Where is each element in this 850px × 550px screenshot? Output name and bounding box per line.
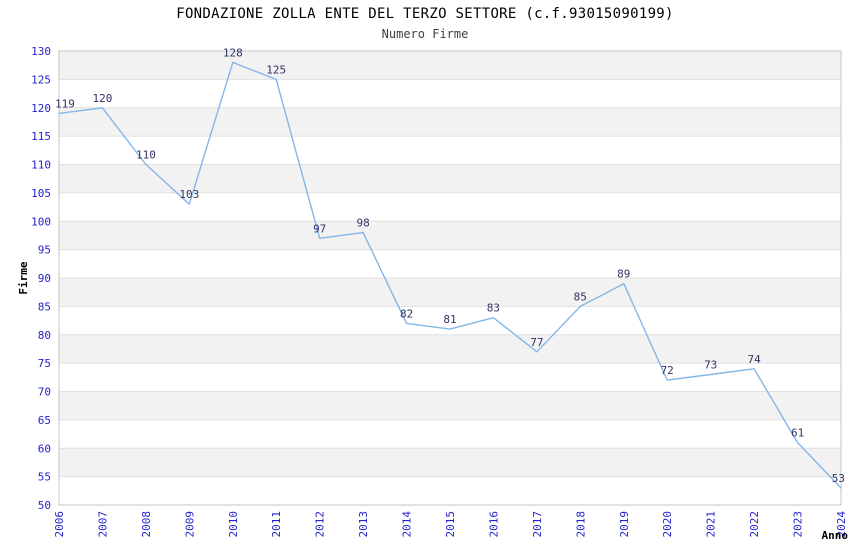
plot-bands — [59, 51, 841, 477]
y-axis-title: Firme — [17, 261, 30, 294]
y-axis-tick-label: 70 — [38, 386, 51, 399]
data-point-label: 98 — [356, 217, 369, 230]
x-axis-tick-label: 2014 — [401, 511, 414, 538]
data-point-label: 82 — [400, 307, 413, 320]
data-labels-group: 119 120 110 103 128 125 97 98 82 81 83 77 85 89 72 73 74… — [55, 46, 845, 485]
x-axis-tick-label: 2019 — [618, 511, 631, 538]
x-axis-tick-label: 2016 — [487, 511, 500, 537]
y-axis-tick-label: 80 — [38, 329, 51, 342]
data-point-label: 72 — [661, 364, 674, 377]
x-axis-tick-label: 2010 — [227, 511, 240, 538]
y-axis-tick-label: 60 — [38, 442, 51, 455]
y-axis-tick-label: 120 — [31, 102, 51, 115]
y-axis-tick-label: 90 — [38, 272, 51, 285]
x-axis-title: Anno — [822, 529, 849, 542]
chart-title: FONDAZIONE ZOLLA ENTE DEL TERZO SETTORE … — [176, 6, 674, 22]
y-axis-tick-label: 55 — [38, 471, 51, 484]
y-axis-tick-label: 50 — [38, 499, 51, 512]
data-point-label: 83 — [487, 302, 500, 315]
x-axis-tick-label: 2021 — [705, 511, 718, 538]
data-point-label: 119 — [55, 97, 75, 110]
x-axis-tick-label: 2011 — [270, 511, 283, 538]
x-axis-tick-label: 2008 — [140, 511, 153, 538]
y-axis-tick-label: 85 — [38, 300, 51, 313]
x-axis-tick-label: 2020 — [661, 511, 674, 538]
data-point-label: 89 — [617, 268, 630, 281]
y-axis-tick-labels: 50 55 60 65 70 75 80 85 90 95 100 105 110 115 120 125 13… — [31, 45, 51, 512]
data-point-label: 120 — [92, 92, 112, 105]
x-axis-tick-label: 2022 — [748, 511, 761, 538]
y-axis-tick-label: 75 — [38, 357, 51, 370]
y-axis-tick-label: 110 — [31, 159, 51, 172]
x-axis-tick-label: 2009 — [183, 511, 196, 538]
plot-band — [59, 51, 841, 80]
x-axis-tick-label: 2024 — [835, 511, 848, 538]
x-axis-tick-labels: 2006 2007 2008 2009 2010 2011 2012 2013 2014 2015… — [53, 511, 848, 538]
x-axis-tick-label: 2015 — [444, 511, 457, 538]
y-axis-tick-label: 115 — [31, 130, 51, 143]
data-point-label: 53 — [832, 472, 845, 485]
y-axis-tick-label: 130 — [31, 45, 51, 58]
series-line — [58, 61, 842, 489]
x-axis-tick-label: 2013 — [357, 511, 370, 538]
y-axis-tick-label: 105 — [31, 187, 51, 200]
plot-border — [58, 50, 842, 506]
plot-band — [59, 334, 841, 364]
data-point-label: 73 — [704, 359, 717, 372]
plot-band — [59, 164, 841, 193]
y-axis-tick-label: 65 — [38, 414, 51, 427]
x-axis-tick-label: 2006 — [53, 511, 66, 538]
x-axis-tick-label: 2017 — [531, 511, 544, 538]
plot-band — [59, 448, 841, 477]
data-point-label: 110 — [136, 149, 156, 162]
chart-subtitle: Numero Firme — [381, 27, 469, 41]
data-point-label: 103 — [179, 188, 199, 201]
data-point-label: 61 — [791, 427, 804, 440]
x-axis-tick-label: 2023 — [792, 511, 805, 538]
y-axis-tick-label: 125 — [31, 73, 51, 86]
plot-band — [59, 107, 841, 137]
data-point-label: 77 — [530, 336, 543, 349]
data-point-label: 85 — [574, 290, 587, 303]
y-axis-tick-label: 100 — [31, 215, 51, 228]
x-axis-tick-label: 2018 — [574, 511, 587, 538]
plot-gridlines — [59, 78, 841, 478]
data-point-label: 128 — [223, 46, 243, 59]
data-point-label: 97 — [313, 222, 326, 235]
plot-band — [59, 221, 841, 250]
plot-border-group — [58, 50, 842, 506]
plot-band — [59, 391, 841, 420]
plot-band — [59, 278, 841, 307]
x-axis-tick-label: 2007 — [96, 511, 109, 538]
data-point-label: 74 — [747, 353, 761, 366]
x-axis-tick-label: 2012 — [314, 511, 327, 538]
y-axis-tick-label: 95 — [38, 244, 51, 257]
data-point-label: 125 — [266, 63, 286, 76]
data-point-label: 81 — [443, 313, 456, 326]
series-group — [58, 61, 842, 489]
